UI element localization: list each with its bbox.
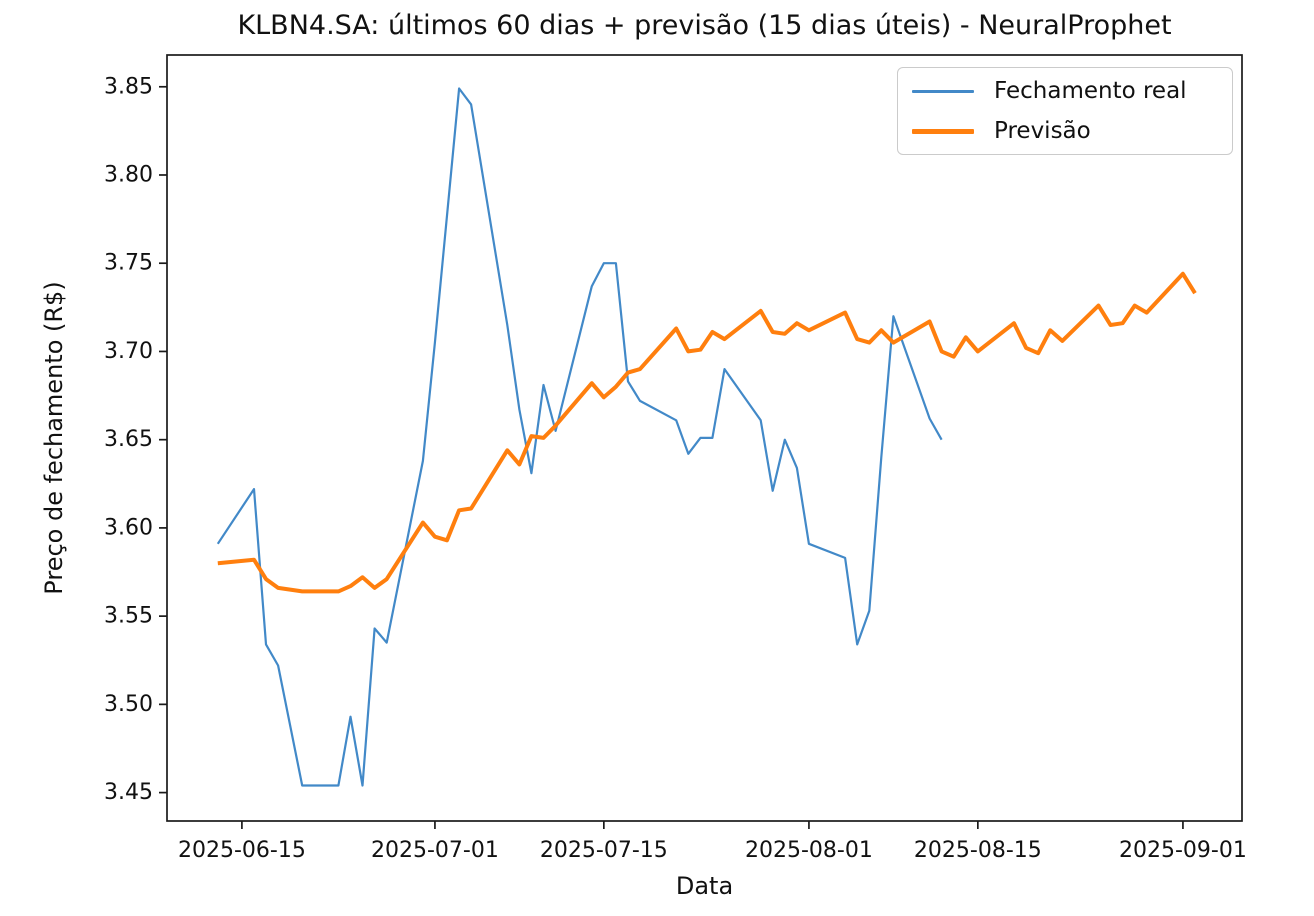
series-lines bbox=[216, 87, 1197, 787]
legend-label: Previsão bbox=[994, 118, 1091, 144]
y-tick-label: 3.45 bbox=[104, 780, 153, 805]
x-tick-label: 2025-09-01 bbox=[1119, 838, 1247, 863]
legend-label: Fechamento real bbox=[994, 78, 1187, 104]
y-tick-label: 3.65 bbox=[104, 427, 153, 452]
x-tick-label: 2025-07-01 bbox=[371, 838, 499, 863]
legend-line-sample-previsao bbox=[912, 128, 974, 134]
y-axis-ticks: 3.45 3.50 3.55 3.60 3.65 3.70 3.75 3.80 3.85 bbox=[104, 74, 167, 805]
x-tick-label: 2025-07-15 bbox=[540, 838, 668, 863]
series-line-previsao bbox=[217, 271, 1197, 594]
legend: Fechamento real Previsão bbox=[897, 67, 1233, 155]
y-tick-label: 3.80 bbox=[104, 162, 153, 187]
x-axis-label: Data bbox=[675, 872, 734, 900]
x-axis-ticks: 2025-06-15 2025-07-01 2025-07-15 2025-08-01… bbox=[178, 821, 1247, 863]
legend-line-sample-fechamento-real bbox=[912, 89, 974, 93]
y-tick-label: 3.55 bbox=[104, 604, 153, 629]
y-tick-label: 3.85 bbox=[104, 74, 153, 99]
legend-item-previsao: Previsão bbox=[912, 118, 1220, 144]
chart-title: KLBN4.SA: últimos 60 dias + previsão (15… bbox=[237, 10, 1172, 41]
legend-item-fechamento-real: Fechamento real bbox=[912, 78, 1220, 104]
y-tick-label: 3.50 bbox=[104, 692, 153, 717]
x-tick-label: 2025-08-15 bbox=[914, 838, 1042, 863]
x-tick-label: 2025-08-01 bbox=[745, 838, 873, 863]
y-axis-label: Preço de fechamento (R$) bbox=[40, 281, 68, 595]
x-tick-label: 2025-06-15 bbox=[178, 838, 306, 863]
y-tick-label: 3.75 bbox=[104, 251, 153, 276]
series-line-fechamento-real bbox=[216, 87, 943, 787]
y-tick-label: 3.60 bbox=[104, 515, 153, 540]
y-tick-label: 3.70 bbox=[104, 339, 153, 364]
plot-spines bbox=[166, 54, 1243, 822]
